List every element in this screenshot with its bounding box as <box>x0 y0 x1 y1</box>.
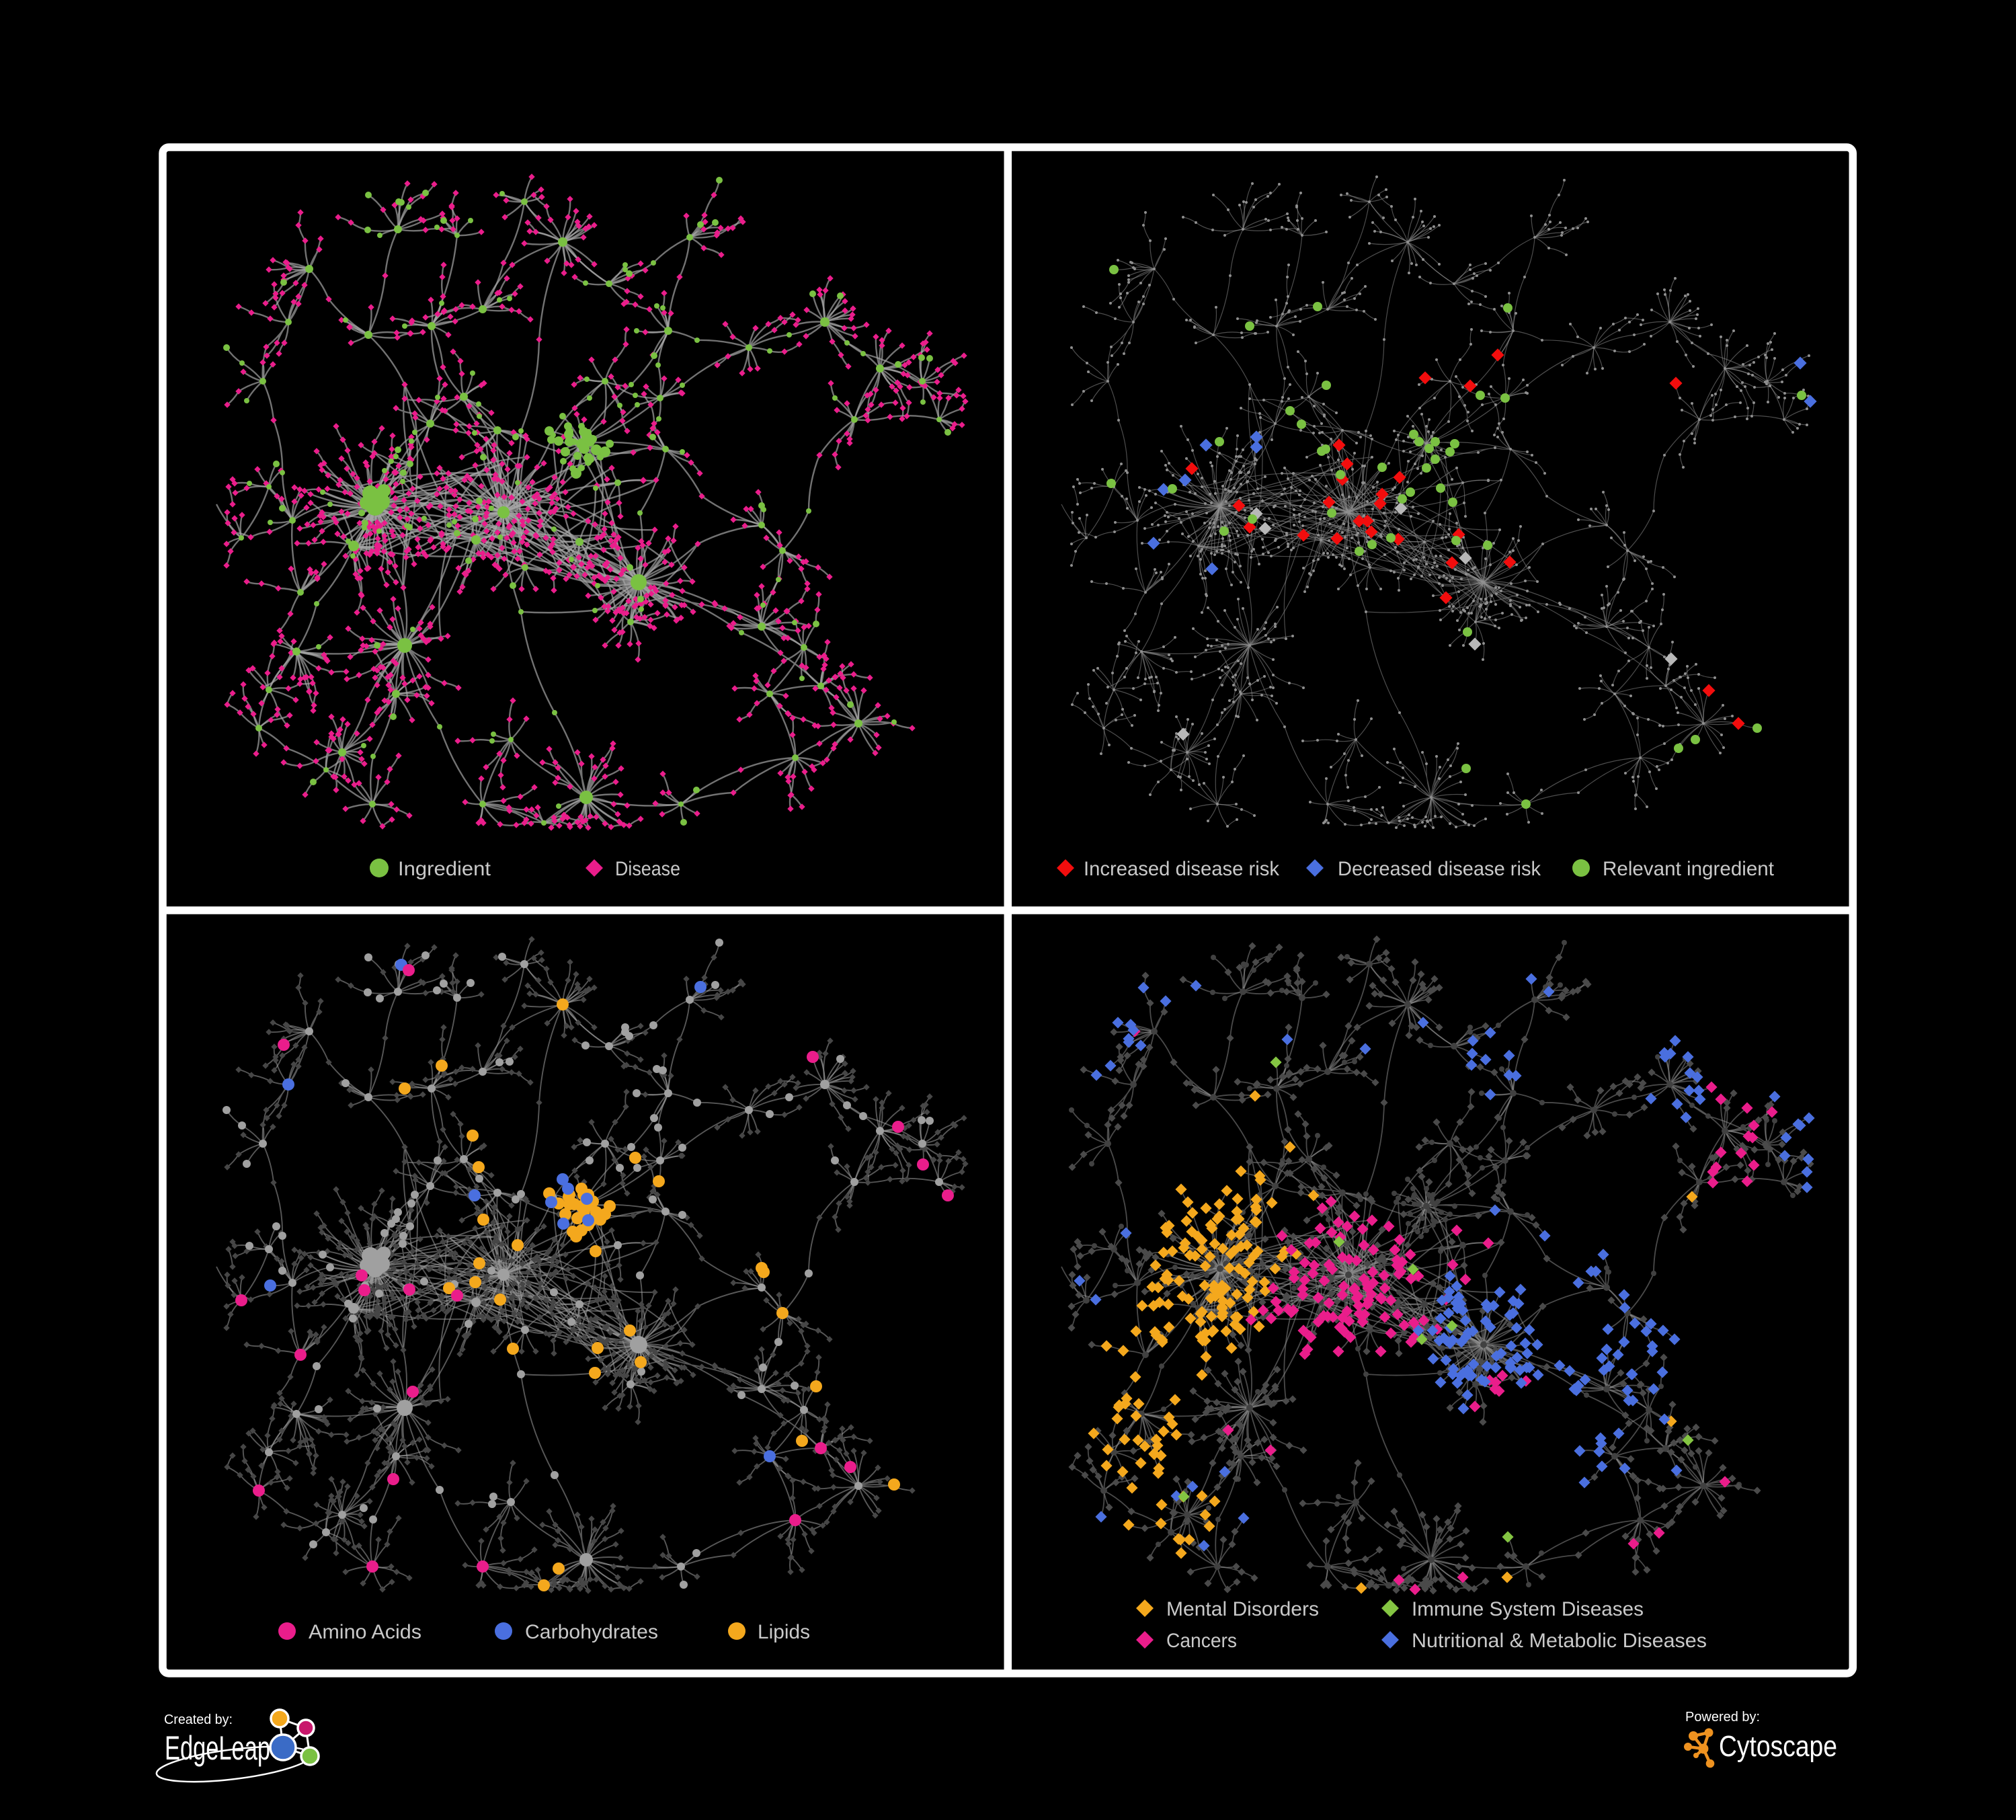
svg-text:Carbohydrates: Carbohydrates <box>525 1621 658 1643</box>
svg-text:Lipids: Lipids <box>758 1621 810 1643</box>
svg-text:Ingredient: Ingredient <box>398 858 491 880</box>
svg-text:Immune System Diseases: Immune System Diseases <box>1412 1598 1644 1620</box>
svg-text:Nutritional & Metabolic Diseas: Nutritional & Metabolic Diseases <box>1412 1630 1707 1652</box>
svg-text:Increased disease risk: Increased disease risk <box>1084 858 1280 880</box>
svg-text:Cytoscape: Cytoscape <box>1719 1730 1837 1763</box>
svg-text:Mental Disorders: Mental Disorders <box>1166 1598 1319 1620</box>
svg-text:Cancers: Cancers <box>1166 1630 1237 1652</box>
svg-text:Created by:: Created by: <box>164 1712 233 1727</box>
svg-text:Decreased disease risk: Decreased disease risk <box>1338 858 1541 880</box>
svg-text:Disease: Disease <box>615 858 680 880</box>
svg-text:Amino Acids: Amino Acids <box>309 1621 421 1643</box>
svg-text:Powered by:: Powered by: <box>1685 1710 1760 1725</box>
svg-text:Relevant ingredient: Relevant ingredient <box>1603 858 1775 880</box>
